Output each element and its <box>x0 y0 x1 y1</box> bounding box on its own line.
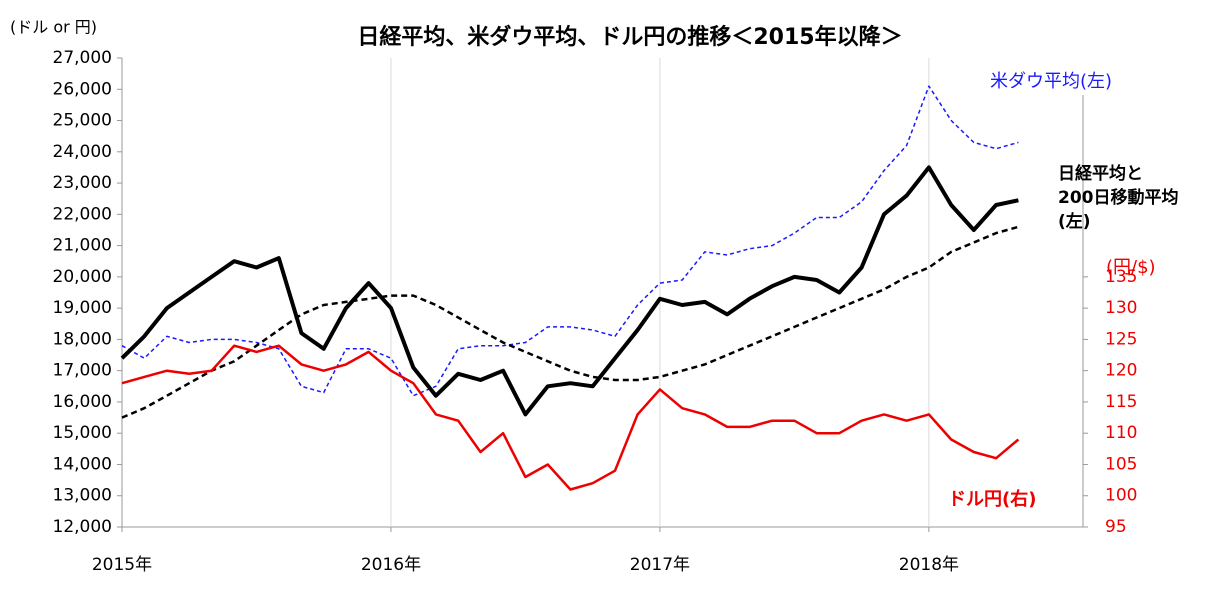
annotation: 日経平均と <box>1058 163 1143 184</box>
y-tick-label: 16,000 <box>53 392 112 412</box>
y2-axis-label: (円/$) <box>1106 257 1156 278</box>
annotation: 200日移動平均 <box>1058 187 1179 208</box>
x-tick-label: 2018年 <box>899 555 959 575</box>
y-tick-label: 14,000 <box>53 454 112 474</box>
series-line <box>121 85 1019 397</box>
y-tick-label: 24,000 <box>53 142 112 162</box>
y2-tick-label: 100 <box>1105 486 1137 506</box>
y2-tick-label: 110 <box>1105 423 1137 443</box>
y2-tick-label: 135 <box>1105 267 1137 287</box>
x-tick-label: 2015年 <box>92 555 152 575</box>
y-tick-label: 21,000 <box>53 236 112 256</box>
y-tick-label: 12,000 <box>53 517 112 537</box>
y2-tick-label: 130 <box>1105 298 1137 318</box>
y-tick-label: 17,000 <box>53 361 112 381</box>
y-tick-label: 19,000 <box>53 298 112 318</box>
x-tick-label: 2016年 <box>361 555 421 575</box>
y-tick-label: 26,000 <box>53 79 112 99</box>
chart-title: 日経平均、米ダウ平均、ドル円の推移＜2015年以降＞ <box>357 24 902 50</box>
x-tick-label: 2017年 <box>630 555 690 575</box>
y2-tick-label: 105 <box>1105 454 1137 474</box>
y2-tick-label: 115 <box>1105 392 1137 412</box>
series-line <box>120 165 1019 417</box>
y-tick-label: 15,000 <box>53 423 112 443</box>
y2-tick-label: 125 <box>1105 329 1137 349</box>
y-tick-label: 25,000 <box>53 111 112 131</box>
y-tick-label: 20,000 <box>53 267 112 287</box>
y-tick-label: 23,000 <box>53 173 112 193</box>
y2-tick-label: 120 <box>1105 361 1137 381</box>
y-tick-label: 13,000 <box>53 486 112 506</box>
y-tick-label: 18,000 <box>53 329 112 349</box>
y-axis-label: (ドル or 円) <box>10 18 97 37</box>
y-tick-label: 27,000 <box>53 48 112 68</box>
series-label: ドル円(右) <box>948 488 1036 510</box>
series-line <box>121 225 1019 419</box>
y2-tick-label: 95 <box>1105 517 1127 537</box>
series-line <box>121 344 1020 491</box>
series-label: 米ダウ平均(左) <box>990 71 1112 92</box>
annotation: (左) <box>1058 211 1091 232</box>
y-tick-label: 22,000 <box>53 204 112 224</box>
